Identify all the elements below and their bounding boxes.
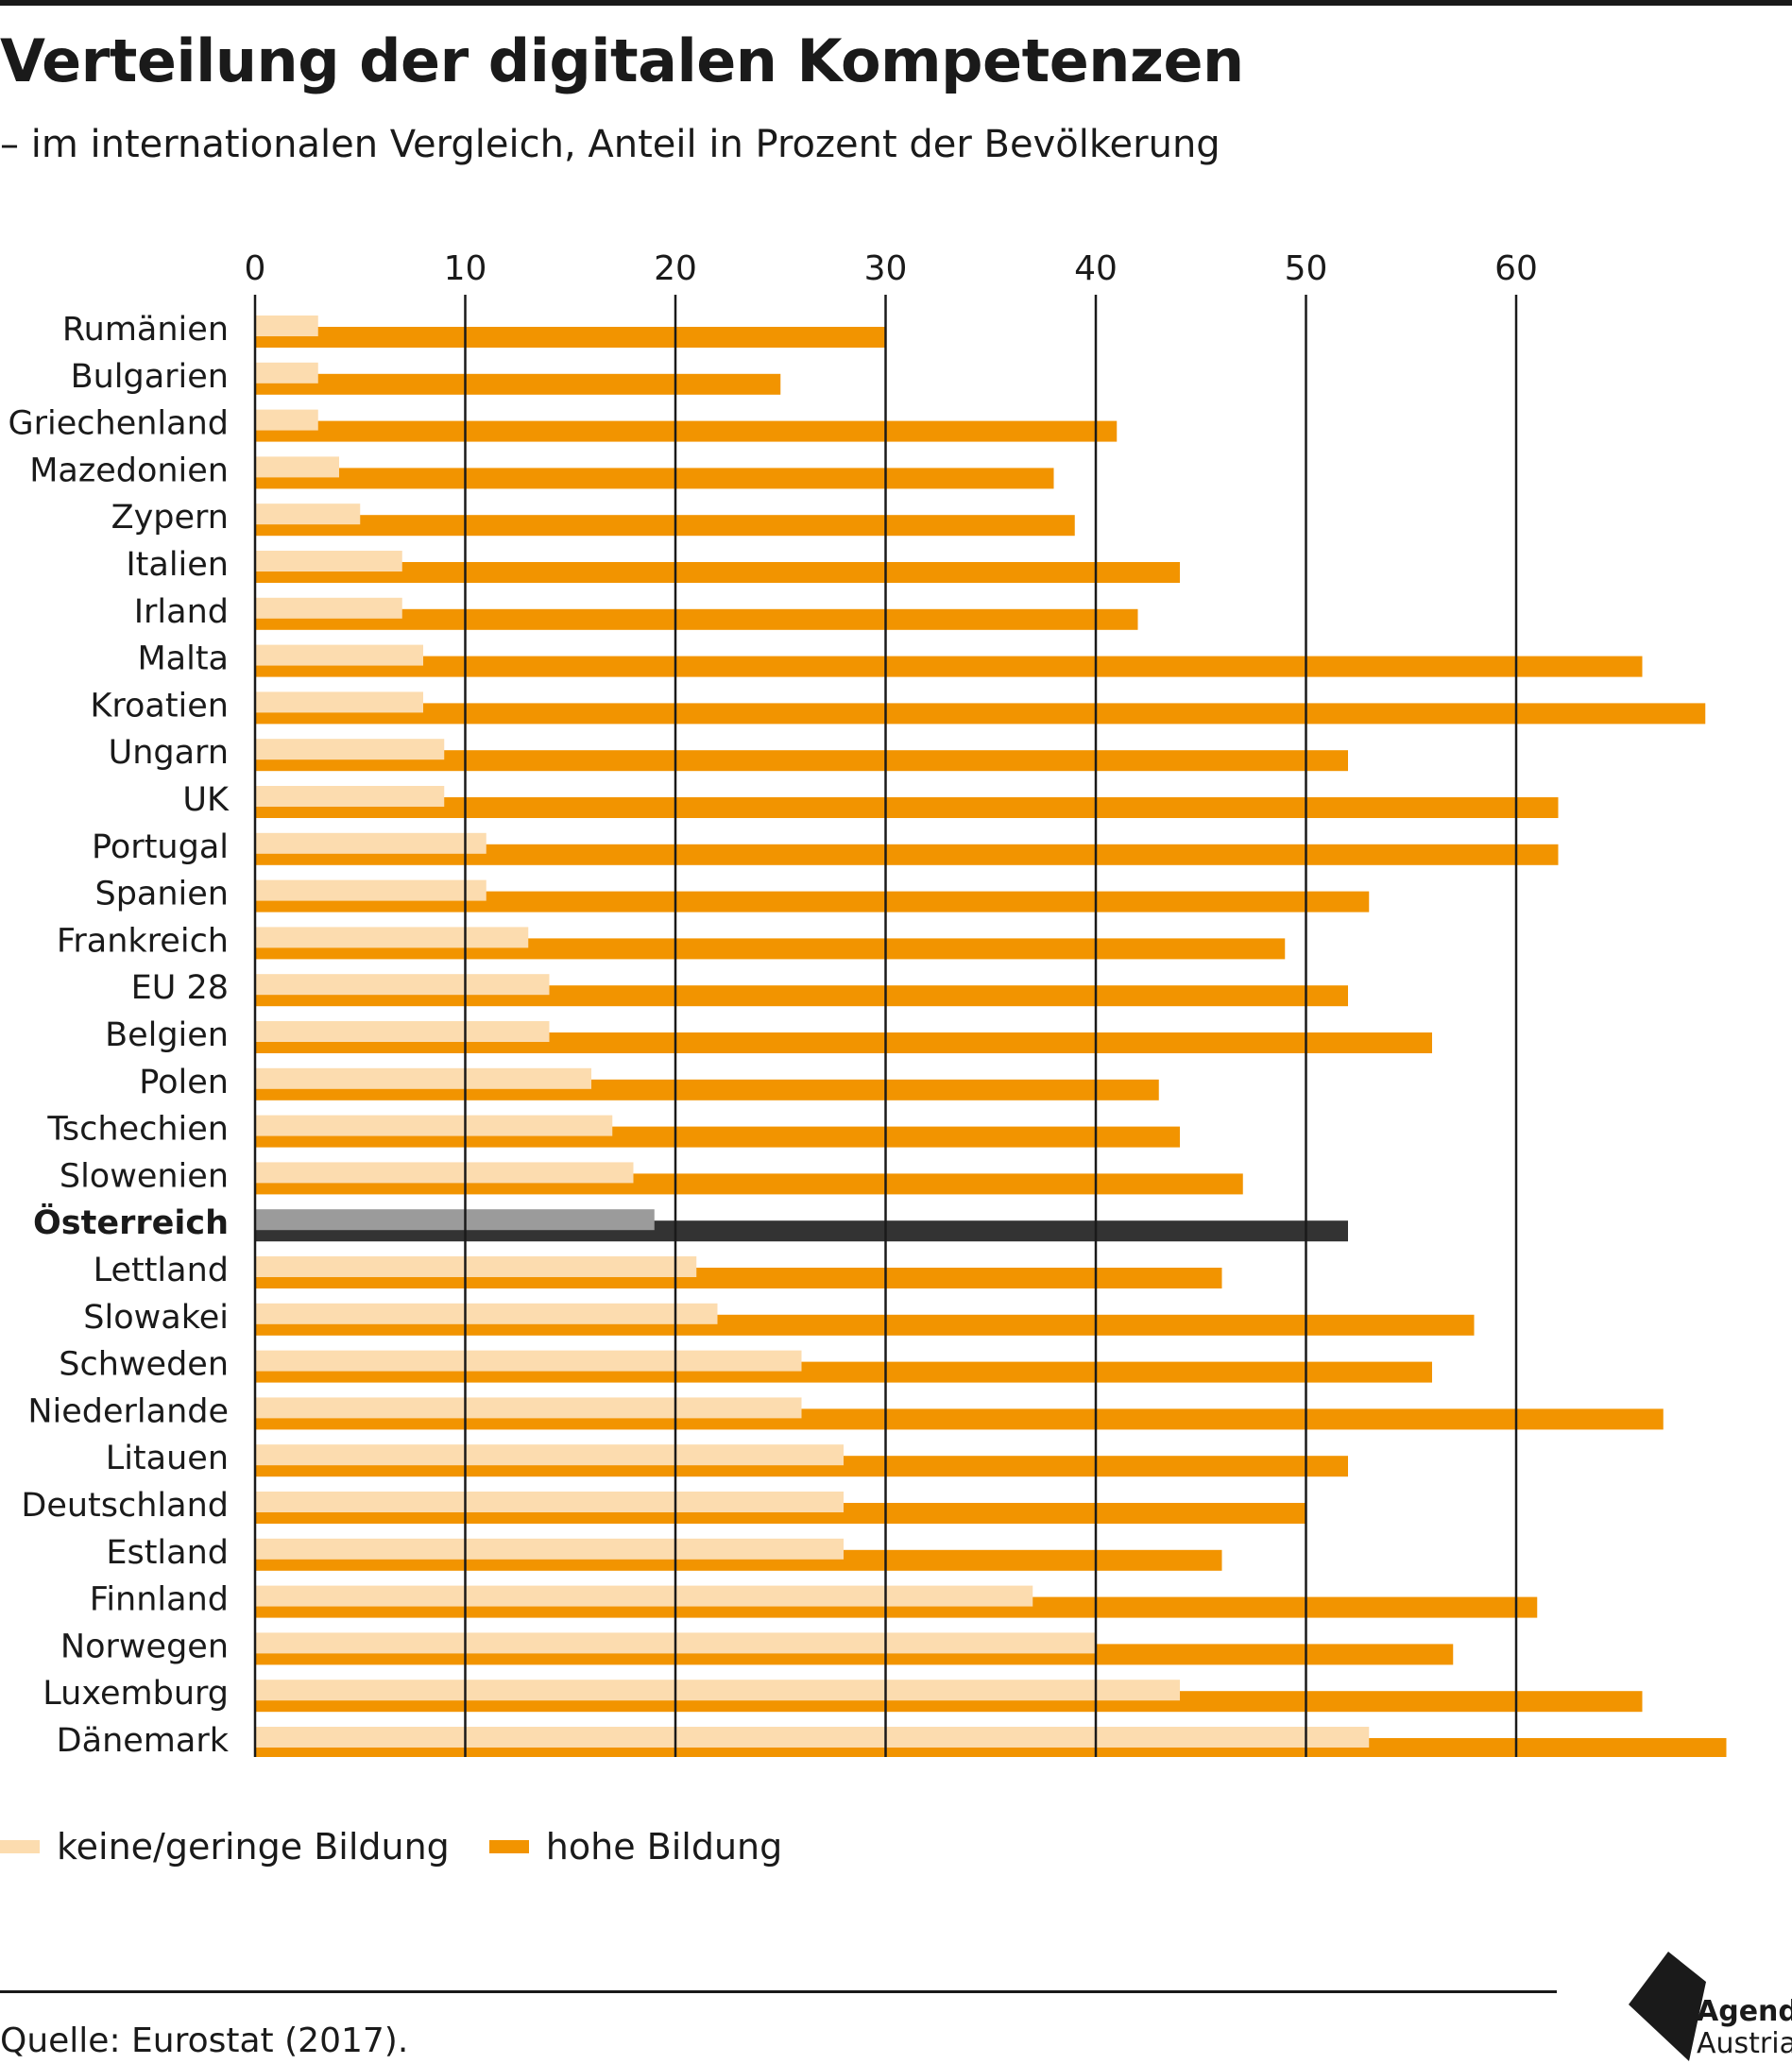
bar-low xyxy=(255,739,445,760)
bar-low xyxy=(255,456,339,478)
bar-low xyxy=(255,1067,591,1089)
bottom-rule xyxy=(0,1990,1557,1993)
bar-high xyxy=(255,844,1559,865)
bar-low xyxy=(255,1444,844,1466)
category-label: Dänemark xyxy=(57,1722,230,1757)
bar-low xyxy=(255,1256,697,1277)
bar-low xyxy=(255,1492,844,1512)
bar-low xyxy=(255,1303,718,1324)
bar-low xyxy=(255,1209,655,1231)
x-tick-label-20: 20 xyxy=(654,249,697,288)
bar-low xyxy=(255,879,486,901)
x-tick-label-50: 50 xyxy=(1285,249,1328,288)
bar-high xyxy=(255,797,1559,818)
category-label: Tschechien xyxy=(46,1111,229,1149)
category-label: Slowakei xyxy=(83,1299,229,1337)
bar-chart: 0 10 20 30 40 50 60 Rumänien Bulgarien Griechenla… xyxy=(9,249,1727,1757)
bar-low xyxy=(255,786,445,807)
category-label: Polen xyxy=(139,1064,229,1101)
category-label: Bulgarien xyxy=(71,358,229,396)
category-label: Irland xyxy=(134,593,229,631)
bar-low xyxy=(255,597,402,619)
bar-low xyxy=(255,1727,1370,1748)
bar-high xyxy=(255,608,1138,630)
chart-subtitle: – im internationalen Vergleich, Anteil i… xyxy=(0,123,1220,166)
bar-high xyxy=(255,703,1706,725)
bar-low xyxy=(255,551,402,571)
bar-low xyxy=(255,1585,1033,1607)
legend-label-high: hohe Bildung xyxy=(545,1826,783,1868)
category-label: Mazedonien xyxy=(29,452,229,489)
bar-low xyxy=(255,832,486,854)
category-label: Kroatien xyxy=(90,687,229,725)
bar-low xyxy=(255,974,550,996)
bar-low xyxy=(255,1162,634,1184)
category-label: Rumänien xyxy=(62,311,229,349)
legend-swatch-high xyxy=(488,1840,529,1853)
category-label: Italien xyxy=(126,546,229,584)
category-label: Österreich xyxy=(33,1203,229,1242)
category-label: Luxemburg xyxy=(43,1675,229,1713)
category-label: Niederlande xyxy=(27,1392,229,1430)
bar-low xyxy=(255,362,318,384)
category-label: Finnland xyxy=(90,1581,229,1619)
bar-low xyxy=(255,1680,1180,1701)
bar-high xyxy=(255,891,1370,913)
bar-high xyxy=(255,420,1118,442)
legend-label-low: keine/geringe Bildung xyxy=(57,1826,450,1868)
x-tick-label-0: 0 xyxy=(245,249,266,288)
category-label: Zypern xyxy=(111,499,229,537)
bar-high xyxy=(255,656,1643,677)
legend: keine/geringe Bildung hohe Bildung xyxy=(0,1823,822,1870)
category-label: Lettland xyxy=(94,1252,229,1289)
bar-low xyxy=(255,1538,844,1560)
legend-item-high: hohe Bildung xyxy=(488,1826,783,1868)
category-label: Litauen xyxy=(106,1440,229,1477)
bar-low xyxy=(255,409,318,431)
category-label: Norwegen xyxy=(60,1628,229,1665)
bar-low xyxy=(255,316,318,336)
bar-low xyxy=(255,644,423,666)
bar-high xyxy=(255,562,1180,583)
category-label: Malta xyxy=(137,640,229,678)
bar-low xyxy=(255,1115,613,1136)
x-tick-label-40: 40 xyxy=(1074,249,1118,288)
category-label: Ungarn xyxy=(109,734,229,772)
x-tick-label-60: 60 xyxy=(1494,249,1538,288)
legend-swatch-low xyxy=(0,1840,40,1853)
category-label: Deutschland xyxy=(21,1487,229,1525)
category-label: Slowenien xyxy=(60,1157,229,1195)
category-label: Frankreich xyxy=(57,922,229,960)
source-note: Quelle: Eurostat (2017). xyxy=(0,2021,409,2060)
category-label: EU 28 xyxy=(131,969,229,1007)
bar-low xyxy=(255,691,423,713)
chart-title: Verteilung der digitalen Kompetenzen xyxy=(0,26,1244,95)
bar-low xyxy=(255,927,529,948)
category-label: UK xyxy=(182,781,230,819)
bar-high xyxy=(255,515,1075,537)
category-label: Griechenland xyxy=(9,405,229,443)
bar-high xyxy=(255,750,1348,772)
bar-low xyxy=(255,503,361,525)
bar-high xyxy=(255,373,781,395)
bar-low xyxy=(255,1350,802,1372)
x-tick-label-10: 10 xyxy=(444,249,487,288)
logo-mark-icon xyxy=(1629,1952,1706,2061)
category-label: Belgien xyxy=(105,1016,229,1054)
x-tick-label-30: 30 xyxy=(864,249,908,288)
bar-low xyxy=(255,1021,550,1042)
top-rule xyxy=(0,0,1792,6)
bar-high xyxy=(255,468,1054,489)
logo-text-austria: Austria xyxy=(1697,2027,1792,2060)
category-label: Portugal xyxy=(92,828,229,866)
logo-text-agenda: Agenda xyxy=(1697,1995,1792,2028)
agenda-austria-logo xyxy=(1629,1952,1706,2061)
category-label: Schweden xyxy=(59,1346,229,1384)
bar-high xyxy=(255,327,886,348)
bar-low xyxy=(255,1397,802,1419)
legend-item-low: keine/geringe Bildung xyxy=(0,1826,450,1868)
category-label: Spanien xyxy=(94,876,229,913)
category-label: Estland xyxy=(106,1534,229,1572)
